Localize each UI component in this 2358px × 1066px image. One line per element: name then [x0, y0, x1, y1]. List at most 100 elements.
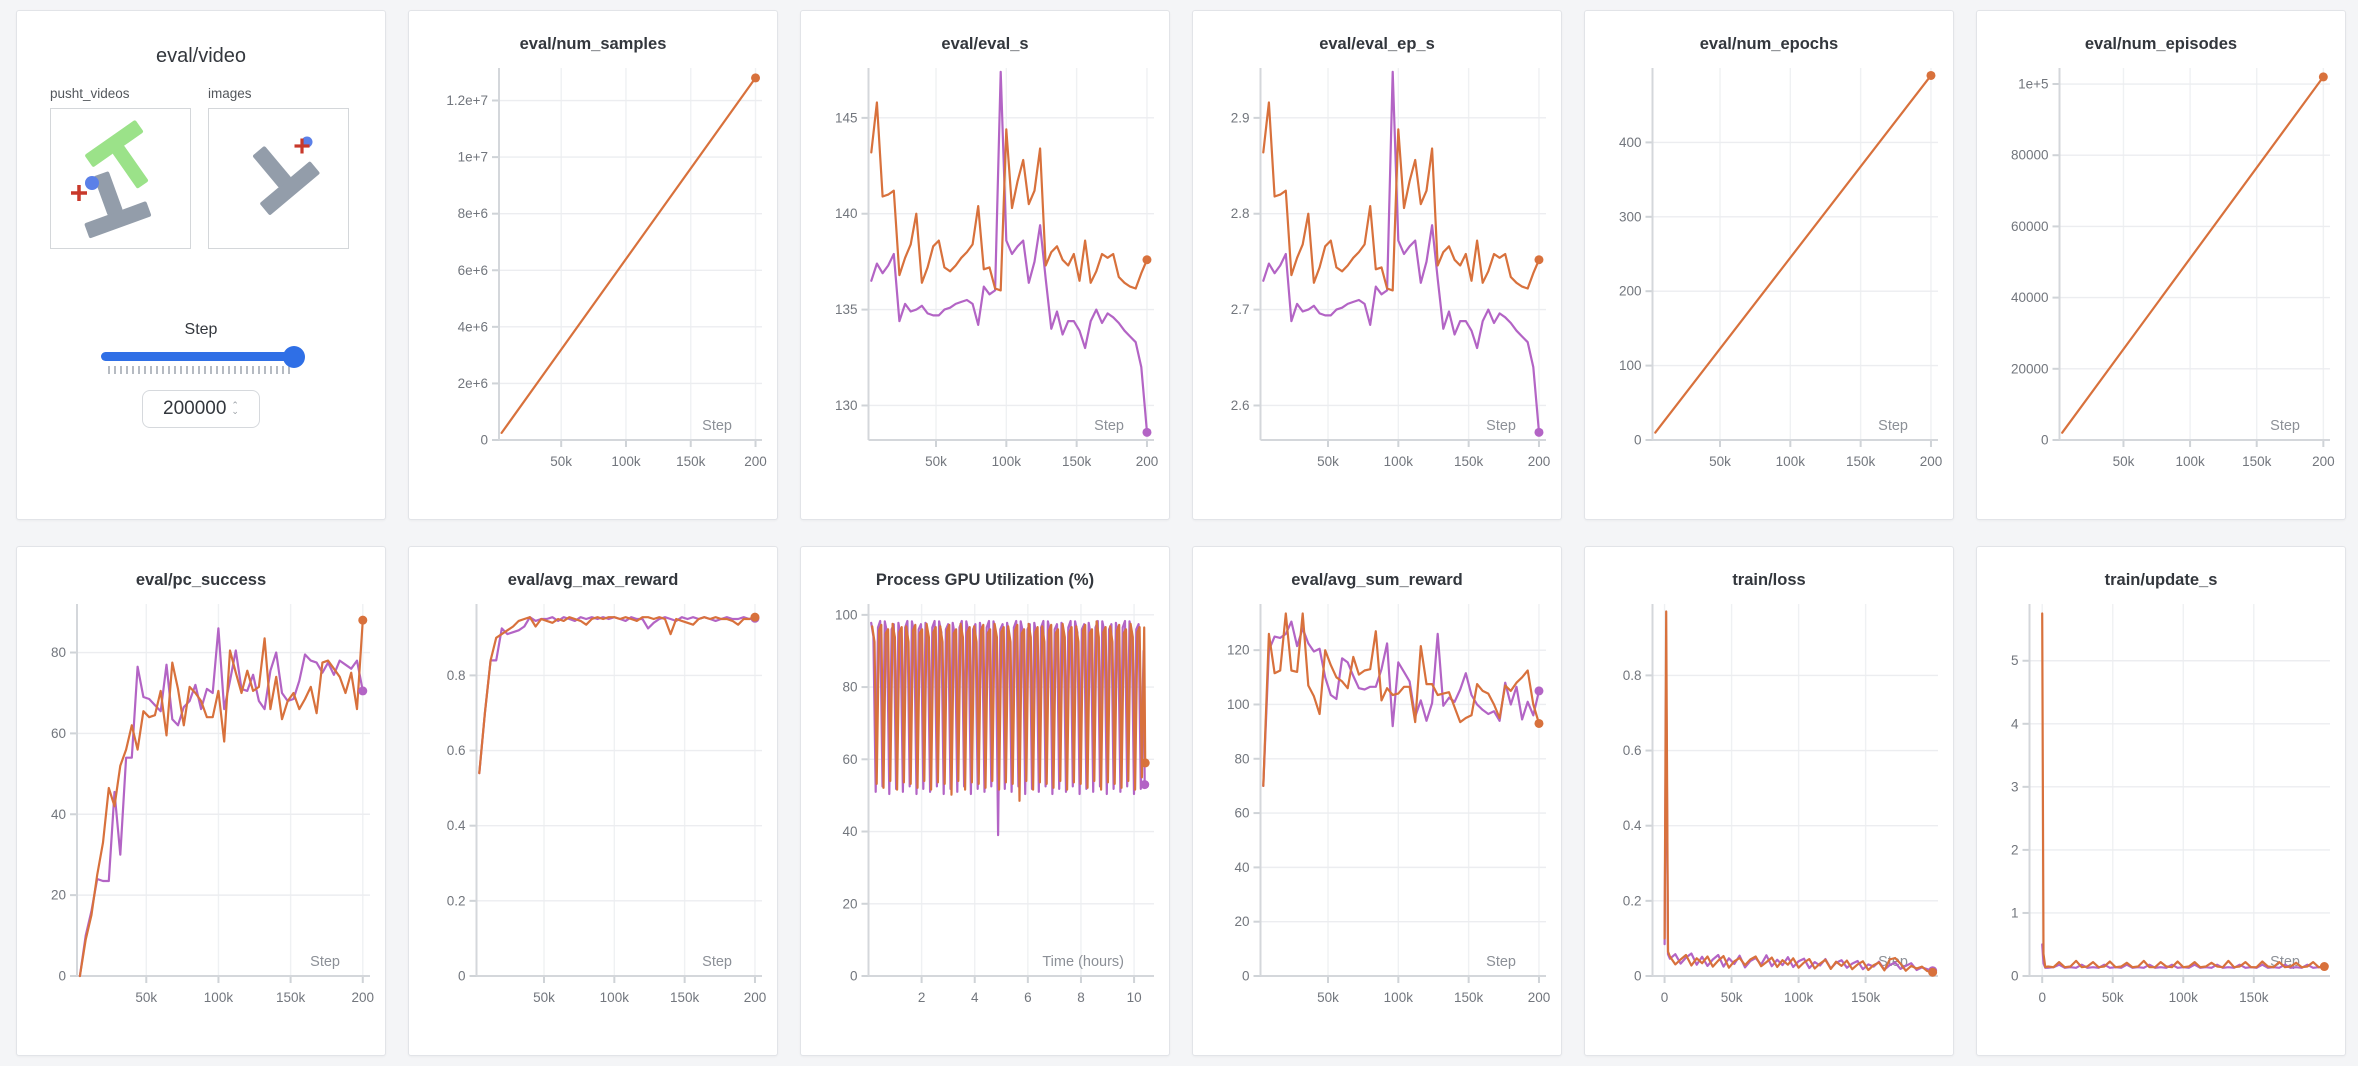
svg-text:150k: 150k: [2242, 454, 2272, 469]
chart-title: eval/avg_sum_reward: [1291, 571, 1463, 589]
panel-eval-num-epochs: eval/num_epochs 0 100 200 300 400 50k 100k 150k…: [1584, 10, 1954, 520]
target-cross-icon: [294, 138, 310, 154]
svg-text:0: 0: [458, 969, 466, 984]
svg-text:80: 80: [842, 680, 857, 695]
step-slider[interactable]: [101, 345, 305, 368]
svg-text:100: 100: [1227, 697, 1250, 712]
svg-text:150k: 150k: [1454, 990, 1484, 1005]
svg-text:80: 80: [1234, 751, 1249, 766]
svg-text:20: 20: [842, 896, 857, 911]
chart-process-gpu-utilization-[interactable]: 0 20 40 60 80 100 2 4 6 8 10 Time (hours): [802, 594, 1168, 1026]
images-thumbnail[interactable]: [208, 108, 349, 249]
chart-eval-num-epochs[interactable]: 0 100 200 300 400 50k 100k 150k 200 Step: [1586, 58, 1952, 490]
step-slider-thumb[interactable]: [283, 345, 305, 368]
svg-text:150k: 150k: [676, 454, 706, 469]
chart-title: eval/avg_max_reward: [507, 571, 679, 589]
chart-eval-avg-sum-reward[interactable]: 0 20 40 60 80 100 120 50k 100k 150k 200 Step: [1194, 594, 1560, 1026]
media-figure-images: images: [208, 86, 349, 249]
svg-text:140: 140: [835, 206, 858, 221]
svg-text:6: 6: [1024, 990, 1032, 1005]
svg-text:50k: 50k: [135, 990, 157, 1005]
svg-text:Step: Step: [1878, 418, 1908, 434]
svg-text:8: 8: [1077, 990, 1085, 1005]
media-caption: pusht_videos: [50, 86, 130, 101]
pusht-video-thumbnail[interactable]: [50, 108, 191, 249]
svg-text:0: 0: [850, 969, 858, 984]
chart-title: eval/num_episodes: [2084, 35, 2238, 53]
chart-eval-pc-success[interactable]: 0 20 40 60 80 50k 100k 150k 200 Step: [18, 594, 384, 1026]
panel-train-update-s: train/update_s 0 1 2 3 4 5 0 50k 100k 150k Step: [1976, 546, 2346, 1056]
svg-text:20: 20: [51, 888, 66, 903]
panel-eval-num-episodes: eval/num_episodes 0 20000 40000 60000 80000 1…: [1976, 10, 2346, 520]
svg-text:60000: 60000: [2011, 219, 2049, 234]
chart-eval-num-episodes[interactable]: 0 20000 40000 60000 80000 1e+5 50k 100k 150k 200 S…: [1978, 58, 2344, 490]
svg-text:4: 4: [971, 990, 979, 1005]
svg-text:0.4: 0.4: [447, 818, 466, 833]
step-input-value[interactable]: 200000: [163, 398, 227, 419]
svg-text:0.6: 0.6: [447, 743, 466, 758]
svg-text:0.8: 0.8: [1623, 668, 1642, 683]
step-input[interactable]: 200000 ⌃ ⌄: [142, 390, 260, 428]
svg-text:50k: 50k: [1709, 454, 1731, 469]
chart-title: train/loss: [1732, 571, 1806, 589]
chart-title: eval/num_epochs: [1699, 35, 1839, 53]
svg-text:200: 200: [1920, 454, 1943, 469]
svg-text:0: 0: [480, 433, 488, 448]
svg-text:2.9: 2.9: [1231, 110, 1250, 125]
stepper-arrows-icon[interactable]: ⌃ ⌄: [231, 401, 239, 417]
chart-title: eval/eval_ep_s: [1319, 35, 1435, 53]
svg-text:100k: 100k: [1784, 990, 1814, 1005]
svg-text:0: 0: [1634, 969, 1642, 984]
panel-eval-num-samples: eval/num_samples 0 2e+6 4e+6 6e+6 8e+6 1e+7 1.…: [408, 10, 778, 520]
svg-text:50k: 50k: [1721, 990, 1743, 1005]
svg-text:Step: Step: [702, 954, 732, 970]
media-figure-pusht-videos: pusht_videos: [50, 86, 191, 249]
svg-text:1e+5: 1e+5: [2018, 77, 2048, 92]
svg-text:50k: 50k: [2113, 454, 2135, 469]
chart-eval-eval-s[interactable]: 130 135 140 145 50k 100k 150k 200 Step: [802, 58, 1168, 490]
svg-text:Step: Step: [1486, 418, 1516, 434]
target-cross-icon: [71, 185, 87, 201]
chart-eval-eval-ep-s[interactable]: 2.6 2.7 2.8 2.9 50k 100k 150k 200 Step: [1194, 58, 1560, 490]
svg-text:50k: 50k: [2102, 990, 2124, 1005]
svg-text:100: 100: [835, 607, 858, 622]
panel-train-loss: train/loss 0 0.2 0.4 0.6 0.8 0 50k 100k 150k Step: [1584, 546, 1954, 1056]
svg-text:150k: 150k: [1851, 990, 1881, 1005]
svg-text:150k: 150k: [276, 990, 306, 1005]
svg-text:Time (hours): Time (hours): [1042, 954, 1124, 970]
svg-text:2: 2: [918, 990, 926, 1005]
step-slider-label: Step: [184, 321, 218, 338]
svg-text:20000: 20000: [2011, 361, 2049, 376]
agent-dot: [85, 176, 99, 190]
svg-text:2: 2: [2011, 842, 2019, 857]
panel-process-gpu-utilization-: Process GPU Utilization (%) 0 20 40 60 80 100…: [800, 546, 1170, 1056]
chart-title: eval/num_samples: [519, 35, 667, 53]
svg-text:100k: 100k: [992, 454, 1022, 469]
chart-eval-num-samples[interactable]: 0 2e+6 4e+6 6e+6 8e+6 1e+7 1.2e+7 50k 100k 150k 20…: [410, 58, 776, 490]
svg-text:1e+7: 1e+7: [458, 150, 488, 165]
svg-text:2.6: 2.6: [1231, 398, 1250, 413]
svg-text:8e+6: 8e+6: [458, 206, 488, 221]
svg-text:2e+6: 2e+6: [458, 376, 488, 391]
svg-text:100k: 100k: [1384, 990, 1414, 1005]
chart-eval-avg-max-reward[interactable]: 0 0.2 0.4 0.6 0.8 50k 100k 150k 200 Step: [410, 594, 776, 1026]
svg-text:60: 60: [51, 726, 66, 741]
svg-text:Step: Step: [2270, 418, 2300, 434]
panel-eval-avg-sum-reward: eval/avg_sum_reward 0 20 40 60 80 100 120 50k 10…: [1192, 546, 1562, 1056]
panel-eval-pc-success: eval/pc_success 0 20 40 60 80 50k 100k 150k 200 S…: [16, 546, 386, 1056]
panel-eval-avg-max-reward: eval/avg_max_reward 0 0.2 0.4 0.6 0.8 50k 100k…: [408, 546, 778, 1056]
panel-eval-eval-ep-s: eval/eval_ep_s 2.6 2.7 2.8 2.9 50k 100k 150k 20…: [1192, 10, 1562, 520]
svg-text:100k: 100k: [600, 990, 630, 1005]
svg-text:150k: 150k: [670, 990, 700, 1005]
svg-text:100k: 100k: [2169, 990, 2199, 1005]
svg-text:Step: Step: [702, 418, 732, 434]
svg-text:1.2e+7: 1.2e+7: [446, 93, 488, 108]
svg-text:200: 200: [1136, 454, 1159, 469]
chart-title: eval/eval_s: [941, 35, 1029, 53]
svg-text:100k: 100k: [204, 990, 234, 1005]
svg-text:130: 130: [835, 398, 858, 413]
svg-text:Step: Step: [310, 954, 340, 970]
